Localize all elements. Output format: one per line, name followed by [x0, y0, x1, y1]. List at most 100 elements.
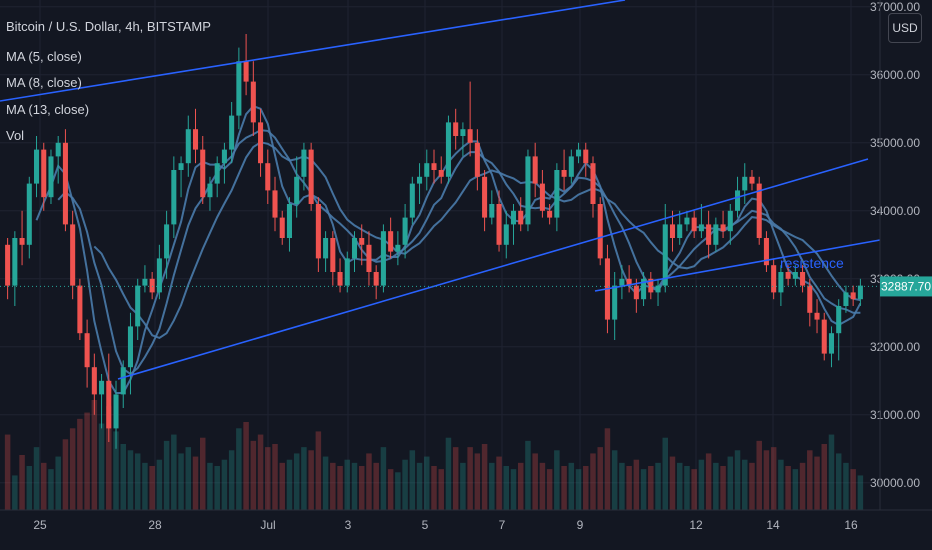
volume-bar	[149, 466, 155, 510]
volume-bar	[127, 450, 134, 510]
volume-bar	[575, 469, 582, 510]
volume-bar	[41, 462, 47, 510]
volume-bar	[84, 412, 90, 510]
volume-bar	[662, 437, 669, 510]
symbol-title[interactable]: Bitcoin / U.S. Dollar, 4h, BITSTAMP	[6, 19, 211, 34]
volume-bar	[257, 434, 264, 510]
volume-bar	[214, 466, 220, 510]
candle	[236, 47, 242, 130]
trendlines[interactable]	[0, 0, 881, 380]
candle	[828, 326, 835, 368]
volume-bar	[315, 431, 322, 510]
candle	[294, 156, 300, 218]
candle	[460, 122, 466, 157]
volume-bar	[33, 447, 40, 510]
candle	[677, 210, 683, 245]
resistance-annotation[interactable]: resistence	[780, 255, 844, 271]
lower-channel-trendline[interactable]	[117, 158, 869, 380]
candle	[554, 163, 560, 232]
candle	[250, 61, 256, 136]
candle	[308, 142, 314, 211]
legend-ma13[interactable]: MA (13, close)	[6, 101, 90, 117]
time-tick-label: 7	[499, 518, 506, 532]
volume-bar	[55, 456, 61, 510]
volume-bar	[91, 400, 98, 510]
candle	[84, 319, 90, 388]
volume-bar	[445, 437, 452, 510]
candle	[214, 156, 220, 198]
resistance-trendline[interactable]	[594, 239, 881, 292]
volume-bar	[250, 440, 257, 510]
candle	[258, 108, 264, 177]
candle	[778, 265, 784, 306]
volume-bar	[156, 459, 163, 510]
volume-bar	[510, 469, 517, 510]
volume-bar	[684, 466, 690, 510]
time-tick-label: 28	[148, 518, 162, 532]
volume-bar	[814, 456, 820, 510]
volume-bar	[424, 456, 430, 510]
volume-bar	[19, 455, 25, 510]
volume-bar	[691, 469, 697, 510]
volume-bar	[62, 439, 69, 510]
volume-bar	[734, 450, 741, 510]
volume-bar	[770, 447, 777, 510]
candle	[626, 265, 632, 293]
volume-bar	[272, 444, 278, 510]
legend-ma8[interactable]: MA (8, close)	[6, 75, 82, 90]
volume-bar	[546, 469, 553, 510]
candle	[113, 380, 119, 449]
volume-bar	[532, 453, 538, 510]
price-axis[interactable]: 30000.0031000.0032000.0033000.0034000.00…	[870, 0, 920, 510]
time-tick-label: 12	[689, 518, 703, 532]
volume-bar	[387, 469, 394, 510]
time-axis[interactable]: 25 28 Jul 3 5 7 9 12 14 16	[0, 509, 932, 532]
candle	[185, 115, 191, 177]
candle	[814, 299, 820, 334]
candle	[720, 210, 726, 238]
candle	[5, 238, 11, 300]
price-tick-label: 37000.00	[870, 0, 920, 14]
volume-bar	[850, 469, 856, 510]
candle	[669, 210, 676, 252]
volume-bar	[373, 462, 379, 510]
volume-bar	[207, 462, 213, 510]
candle	[286, 197, 292, 252]
legend-ma5[interactable]: MA (5, close)	[6, 48, 82, 64]
price-tick-label: 34000.00	[870, 204, 920, 218]
ma-8-line	[57, 129, 861, 376]
candle	[525, 149, 531, 232]
volume-bar	[142, 462, 148, 510]
volume-bar	[286, 459, 293, 510]
volume-bar	[416, 462, 423, 510]
volume-bar	[452, 447, 459, 510]
legend-volume[interactable]: Vol	[6, 128, 25, 143]
volume-bar	[496, 456, 502, 510]
candle	[836, 299, 842, 361]
candle	[243, 34, 249, 96]
candle	[706, 210, 712, 259]
candle	[301, 142, 307, 191]
candle	[33, 136, 40, 198]
volume-bar	[344, 459, 351, 510]
volume-bar	[676, 462, 683, 510]
volume-bar	[633, 459, 640, 510]
volume-bar	[640, 469, 647, 510]
upper-channel-trendline[interactable]	[0, 0, 626, 102]
last-price-tag: 32887.70	[880, 276, 932, 297]
time-tick-label: 3	[345, 518, 352, 532]
candle	[576, 142, 582, 164]
candle	[142, 265, 148, 293]
candle	[48, 149, 54, 204]
candle	[207, 176, 213, 211]
candle	[792, 265, 798, 286]
volume-bar	[199, 437, 206, 510]
volume-bar	[431, 466, 437, 510]
price-tick-label: 31000.00	[870, 408, 920, 422]
candle	[713, 217, 719, 252]
volume-bar	[293, 453, 300, 510]
currency-button[interactable]: USD	[888, 13, 922, 43]
volume-bar	[785, 466, 791, 510]
volume-bar	[409, 450, 416, 510]
